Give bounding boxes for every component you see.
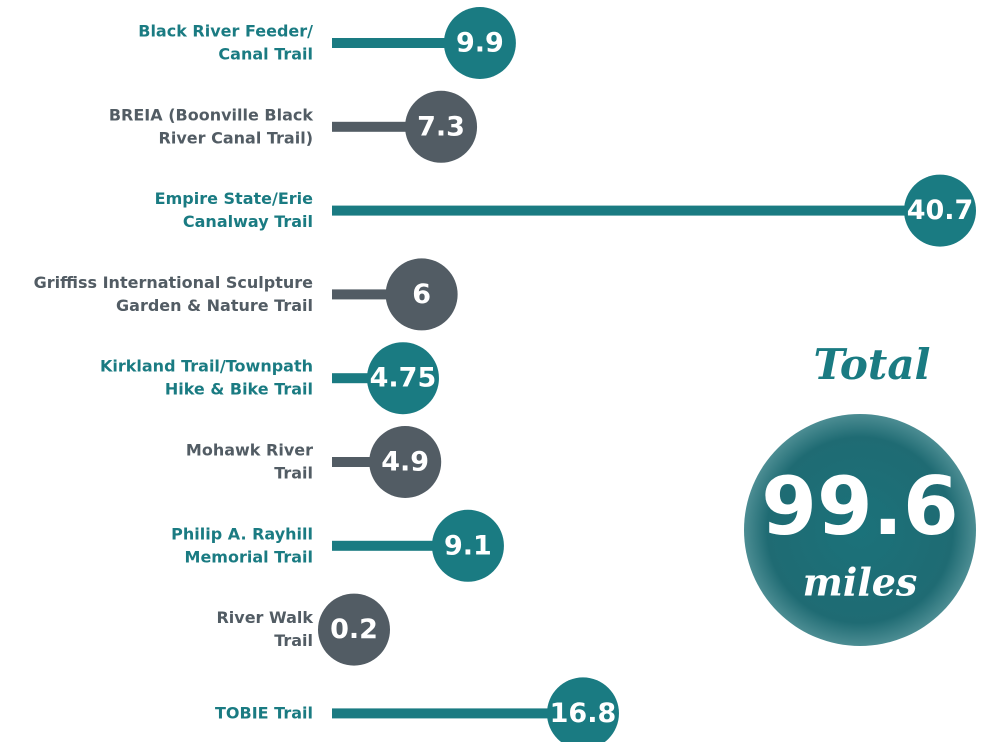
- category-label: Mohawk River Trail: [186, 440, 313, 482]
- value-label: 7.3: [417, 111, 465, 142]
- value-dot: [443, 7, 516, 79]
- category-line: River Walk: [216, 608, 313, 627]
- category-line: TOBIE Trail: [215, 703, 313, 722]
- value-dot: [318, 593, 390, 666]
- category-line: Griffiss International Sculpture: [34, 272, 314, 291]
- total-circle: [744, 414, 976, 646]
- category-line: Memorial Trail: [185, 547, 313, 566]
- category-label: TOBIE Trail: [215, 703, 313, 722]
- category-line: Trail: [274, 631, 313, 650]
- value-dot: [405, 90, 478, 163]
- category-line: Garden & Nature Trail: [116, 295, 313, 314]
- value-label: 6: [412, 279, 431, 310]
- category-label: Kirkland Trail/Townpath Hike & Bike Trail: [100, 356, 313, 398]
- bar: [332, 121, 442, 132]
- total-title: Total: [813, 340, 930, 389]
- category-line: River Canal Trail): [159, 128, 313, 147]
- category-label: Empire State/Erie Canalway Trail: [155, 189, 313, 231]
- total-unit: miles: [803, 560, 918, 605]
- value-dot: [369, 426, 442, 498]
- value-dot: [904, 174, 976, 247]
- value-label: 16.8: [550, 698, 617, 729]
- category-label: BREIA (Boonville Black River Canal Trail): [109, 105, 314, 147]
- category-line: Kirkland Trail/Townpath: [100, 356, 313, 375]
- value-dot: [385, 258, 458, 331]
- category-line: Canalway Trail: [183, 212, 313, 231]
- bar: [332, 289, 422, 300]
- bar: [332, 540, 468, 551]
- value-label: 0.2: [330, 614, 378, 645]
- value-label: 40.7: [907, 195, 974, 226]
- category-label: Black River Feeder/Canal Trail: [138, 21, 313, 63]
- value-label: 9.9: [456, 28, 504, 59]
- value-dot: [546, 677, 619, 746]
- value-dot: [366, 342, 439, 415]
- category-line: BREIA (Boonville Black: [109, 105, 314, 124]
- category-line: Hike & Bike Trail: [165, 379, 313, 398]
- bar: [332, 38, 480, 48]
- category-line: Black River Feeder/: [138, 21, 313, 40]
- value-dot: [431, 509, 504, 582]
- bar: [332, 457, 406, 467]
- bar: [332, 708, 583, 719]
- category-line: Trail: [274, 463, 313, 482]
- total-value: 99.6: [761, 460, 958, 553]
- category-line: Empire State/Erie: [155, 189, 313, 208]
- value-label: 4.75: [370, 363, 437, 394]
- value-label: 9.1: [444, 530, 492, 561]
- category-label: Philip A. Rayhill Memorial Trail: [171, 524, 313, 566]
- bar: [332, 205, 940, 216]
- category-label: Griffiss International Sculpture Garden &…: [34, 272, 314, 314]
- value-label: 4.9: [381, 447, 429, 478]
- category-label: River Walk Trail: [216, 608, 313, 650]
- category-line: Mohawk River: [186, 440, 313, 459]
- category-line: Canal Trail: [218, 44, 313, 63]
- category-line: Philip A. Rayhill: [171, 524, 313, 543]
